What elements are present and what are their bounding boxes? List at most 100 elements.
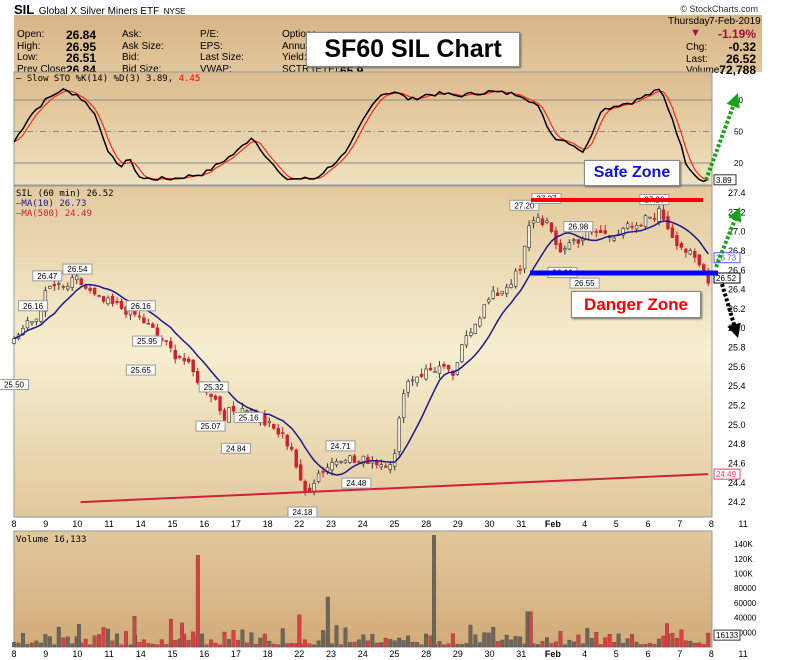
date-tick: 28 xyxy=(421,519,431,529)
volume-bar xyxy=(679,629,684,648)
price-callout: 26.16 xyxy=(131,302,152,311)
price-callout: 25.16 xyxy=(239,413,260,422)
volume-bar xyxy=(124,631,128,648)
date-tick: 18 xyxy=(263,649,273,659)
date-tick: 10 xyxy=(72,519,82,529)
candle xyxy=(34,318,39,323)
candle xyxy=(469,332,473,336)
volume-bar xyxy=(540,641,545,648)
price-axis-tag xyxy=(713,252,741,264)
volume-bar xyxy=(204,644,209,648)
candle xyxy=(693,250,697,258)
volume-bar xyxy=(356,639,361,648)
candle xyxy=(634,224,639,230)
volume-bar xyxy=(61,637,66,648)
candle xyxy=(397,417,401,452)
candle xyxy=(536,217,540,223)
candle xyxy=(478,317,482,327)
volume-bar xyxy=(388,639,393,648)
candle xyxy=(222,409,227,421)
date-tick: 11 xyxy=(738,519,747,529)
price-callout-box xyxy=(509,199,540,211)
candle xyxy=(401,393,406,418)
volume-bar xyxy=(464,643,469,648)
volume-bar xyxy=(280,628,285,648)
date-tick: Feb xyxy=(545,519,562,529)
volume-value: 72,788 xyxy=(719,63,756,77)
volume-bar xyxy=(553,641,558,648)
candle xyxy=(648,216,652,219)
candle xyxy=(325,466,330,472)
quote-field: VWAP: xyxy=(200,63,232,75)
green-up-arrow-icon-head xyxy=(726,93,740,109)
candle xyxy=(473,323,478,334)
candle xyxy=(39,310,43,322)
volume-bar xyxy=(473,634,478,648)
candle xyxy=(106,297,110,305)
price-legend-title: SIL (60 min) 26.52 xyxy=(16,189,114,199)
volume-last-value: 16133 xyxy=(716,631,739,640)
volume-bar xyxy=(209,639,214,648)
candle xyxy=(276,428,280,435)
price-callout: 25.32 xyxy=(204,383,225,392)
date-tick: 5 xyxy=(614,649,619,659)
candle xyxy=(48,285,52,289)
date-tick: 28 xyxy=(421,649,431,659)
volume-bar xyxy=(47,636,52,648)
ma10-legend: —MA(10) 26.73 xyxy=(16,199,87,209)
candle xyxy=(446,365,451,370)
volume-bar xyxy=(665,623,669,648)
candle xyxy=(433,371,437,373)
volume-bar xyxy=(70,643,75,648)
price-callout-box xyxy=(0,379,29,391)
candle xyxy=(563,248,567,251)
quote-field: High: xyxy=(17,40,41,52)
volume-bar xyxy=(406,635,411,648)
price-axis-tag xyxy=(713,468,741,480)
price-ytick: 24.2 xyxy=(728,497,746,507)
price-ytick: 26.4 xyxy=(728,285,746,295)
date-tick: 10 xyxy=(72,649,82,659)
candle xyxy=(428,367,433,371)
quote-field: Ask: xyxy=(122,29,142,40)
volume-bar xyxy=(397,637,402,648)
candle xyxy=(52,283,57,287)
price-callout-box xyxy=(18,300,49,312)
price-ytick: 25.8 xyxy=(728,343,746,353)
candle xyxy=(231,405,236,412)
stoch-d-legend: 4.45 xyxy=(178,74,201,84)
candle xyxy=(455,362,460,375)
price-callout: 24.71 xyxy=(330,442,351,451)
candle xyxy=(415,376,419,384)
candle xyxy=(169,340,173,349)
quote-field: Bid Size: xyxy=(122,63,162,75)
candle xyxy=(567,242,572,250)
date-tick: 8 xyxy=(709,519,714,529)
date-tick: 6 xyxy=(645,649,650,659)
volume-bar xyxy=(657,638,661,648)
candle xyxy=(513,270,518,287)
price-ytick: 25.6 xyxy=(728,362,746,372)
candle xyxy=(679,242,684,248)
date-tick: 25 xyxy=(389,649,399,659)
price-axis-tag xyxy=(713,272,741,284)
candle xyxy=(424,368,428,380)
date-tick: 22 xyxy=(294,519,304,529)
date-tick: 8 xyxy=(709,649,714,659)
candle xyxy=(603,230,607,234)
date-tick: 17 xyxy=(231,649,241,659)
candle xyxy=(164,340,168,342)
date-tick: 15 xyxy=(167,649,177,659)
volume-bar xyxy=(312,644,317,648)
candle xyxy=(83,285,88,289)
volume-bar xyxy=(150,643,155,648)
candle xyxy=(343,459,348,464)
candle xyxy=(482,304,486,319)
volume-bar xyxy=(195,554,200,648)
candle xyxy=(110,295,115,304)
price-callout: 25.07 xyxy=(201,422,222,431)
candle xyxy=(339,461,343,463)
candle xyxy=(670,227,675,238)
volume-bar xyxy=(491,626,496,648)
candle xyxy=(272,423,276,429)
